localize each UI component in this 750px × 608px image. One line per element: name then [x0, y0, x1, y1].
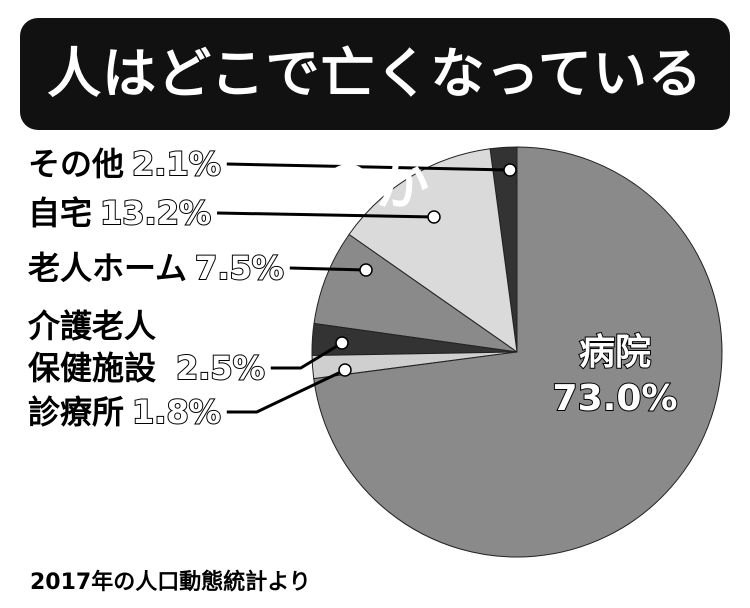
category-label: 老人ホーム [28, 249, 188, 287]
leader-line [226, 162, 511, 172]
value-label: 7.5% [194, 248, 285, 288]
slice-label: 自宅 13.2% [28, 192, 212, 234]
slice-label: 介護老人保健施設 2.5% [28, 305, 266, 389]
source-note: 2017年の人口動態統計より [30, 570, 311, 595]
slice-label: 診療所 1.8% [28, 391, 222, 433]
pie-slice [348, 148, 518, 354]
value-label: 13.2% [99, 193, 212, 233]
leader-dot [503, 163, 517, 177]
category-label: 自宅 [28, 194, 93, 232]
leader-line [217, 211, 435, 219]
slice-label: 老人ホーム 7.5% [28, 247, 285, 289]
category-label: 介護老人保健施設 [28, 307, 157, 387]
value-label: 2.5% [175, 348, 266, 388]
leader-dot [335, 336, 349, 350]
chart-title: 人はどこで亡くなっているのか [20, 18, 730, 217]
slice-label: その他 2.1% [28, 143, 222, 185]
leader-line [289, 266, 367, 272]
category-label: 病院 [578, 331, 652, 374]
leader-dot [359, 263, 373, 277]
pie-slice [313, 146, 723, 558]
value-label: 1.8% [131, 392, 222, 432]
leader-line [270, 341, 343, 370]
leader-line [226, 368, 346, 414]
leader-dot [427, 210, 441, 224]
leader-dot [338, 363, 352, 377]
value-label: 2.1% [131, 144, 222, 184]
category-label: 診療所 [28, 393, 125, 431]
category-label: その他 [28, 145, 125, 183]
value-label: 73.0% [552, 377, 679, 420]
slice-label: 病院 73.0% [545, 330, 685, 422]
